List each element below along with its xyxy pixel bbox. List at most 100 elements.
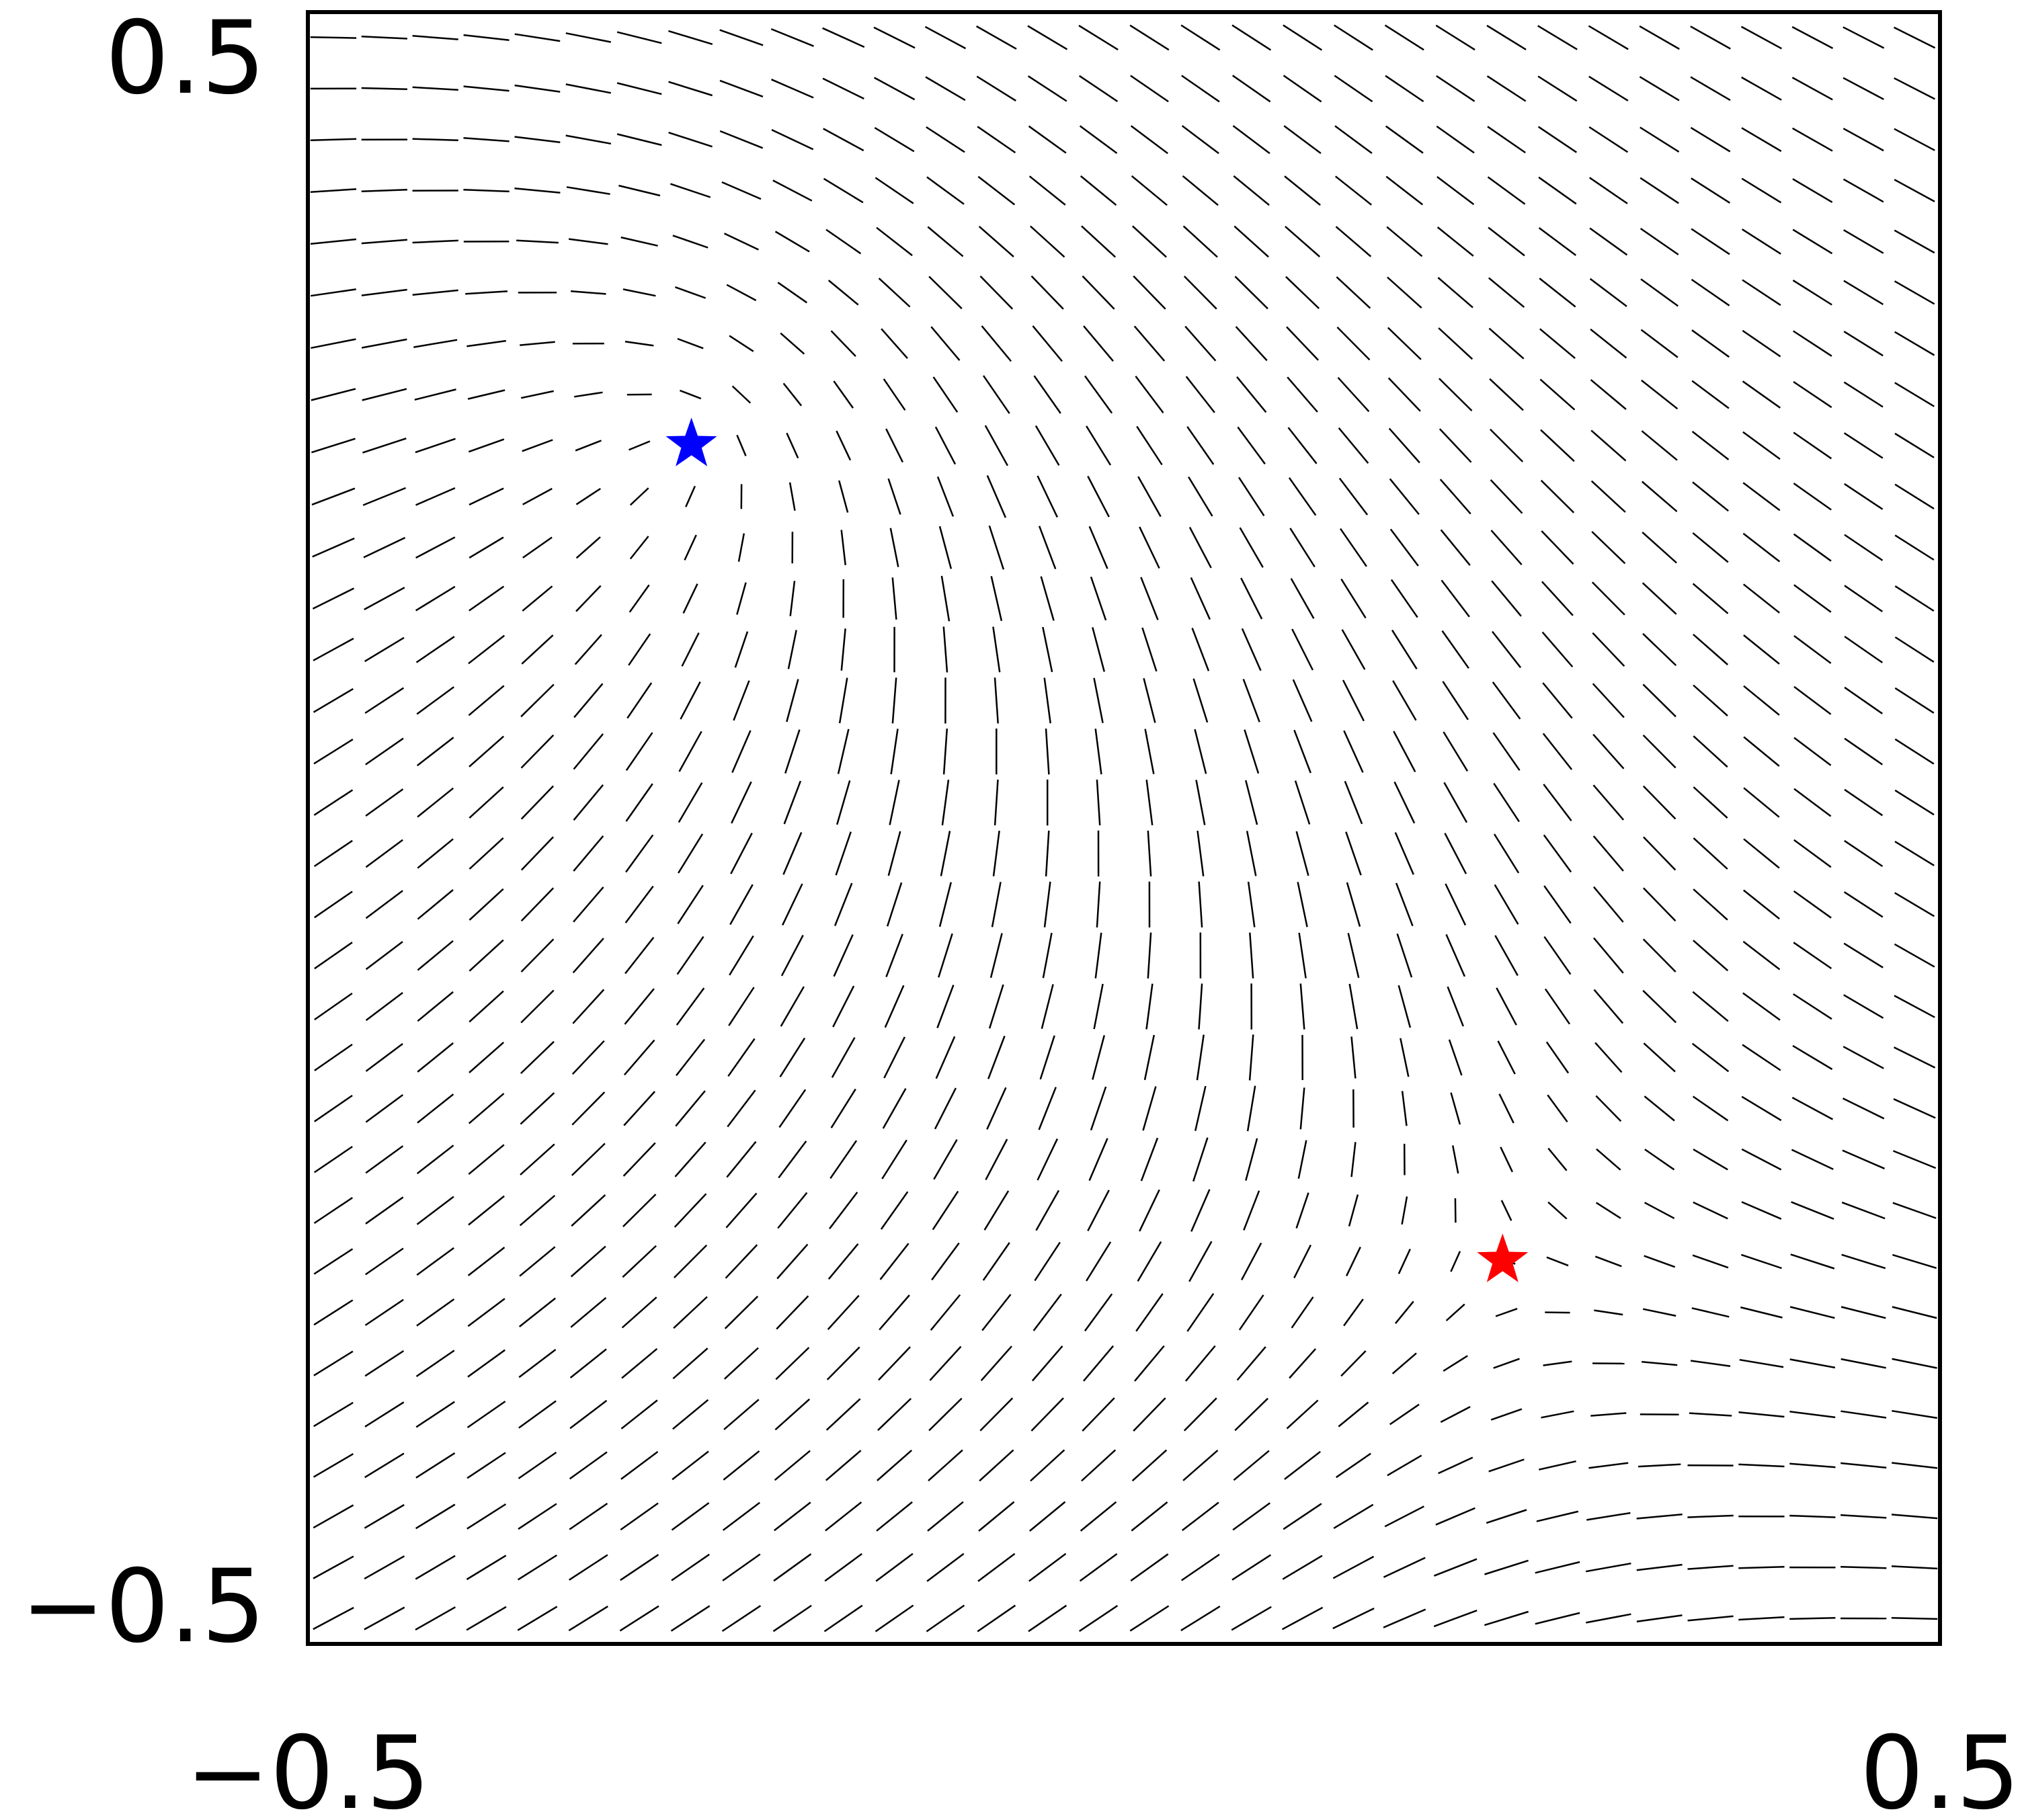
director-segment (1186, 426, 1215, 465)
director-segment (729, 935, 754, 976)
director-segment (1844, 788, 1884, 817)
director-segment (1387, 327, 1422, 360)
director-segment (672, 1450, 709, 1481)
director-segment (1500, 1147, 1514, 1173)
director-segment (1894, 738, 1935, 765)
y-tick-top: 0.5 (105, 0, 266, 117)
director-segment (468, 1093, 505, 1124)
director-segment (1588, 25, 1629, 50)
director-segment (1093, 983, 1104, 1030)
director-segment (415, 1401, 455, 1428)
director-segment (520, 341, 555, 346)
director-segment (829, 1192, 858, 1230)
director-segment (416, 686, 454, 715)
director-segment (1435, 24, 1475, 51)
director-segment (1236, 1346, 1266, 1381)
director-segment (1094, 729, 1102, 775)
director-segment (889, 528, 899, 567)
director-segment (1393, 731, 1416, 772)
director-segment (994, 677, 999, 724)
director-segment (1439, 428, 1472, 463)
director-segment (988, 525, 1005, 570)
director-segment (1844, 635, 1884, 663)
director-segment (1078, 24, 1119, 50)
director-segment (781, 883, 803, 926)
director-segment (1589, 227, 1628, 256)
director-segment (1439, 378, 1473, 411)
director-segment (977, 175, 1016, 206)
director-segment (827, 1294, 860, 1330)
director-segment (1488, 226, 1525, 257)
director-segment (1742, 329, 1781, 358)
director-segment (1844, 585, 1884, 612)
director-segment (1129, 1605, 1170, 1632)
director-segment (1338, 427, 1369, 464)
director-segment (573, 733, 604, 770)
director-segment (468, 1144, 505, 1175)
director-segment (782, 832, 803, 875)
director-segment (677, 337, 704, 349)
director-segment (313, 1453, 354, 1478)
x-tick-left: −0.5 (186, 1715, 430, 1820)
director-segment (1894, 382, 1935, 407)
director-segment (1137, 1241, 1162, 1282)
director-segment (1639, 76, 1680, 101)
director-segment (1131, 225, 1167, 258)
director-segment (1248, 1034, 1254, 1081)
director-segment (1439, 479, 1471, 515)
director-segment (1793, 686, 1832, 715)
director-segment (1592, 937, 1624, 974)
director-segment (1033, 1293, 1062, 1331)
source-markers (665, 417, 1529, 1282)
director-segment (361, 87, 407, 90)
director-segment (1437, 176, 1475, 206)
director-segment (469, 786, 504, 819)
director-segment (674, 1141, 706, 1177)
director-segment (840, 530, 846, 565)
director-segment (313, 1504, 354, 1529)
director-segment (840, 628, 846, 671)
director-segment (1030, 225, 1065, 258)
director-segment (313, 1606, 354, 1630)
director-segment (1335, 226, 1372, 257)
director-segment (727, 1038, 756, 1077)
director-segment (1691, 228, 1730, 255)
director-segment (519, 1246, 556, 1277)
director-segment (1691, 1307, 1730, 1318)
director-segment (1181, 75, 1220, 103)
director-segment (469, 990, 504, 1023)
director-segment (467, 1247, 506, 1276)
director-segment (1793, 533, 1832, 562)
director-segment (519, 1194, 556, 1227)
red-star-marker (1477, 1233, 1529, 1282)
director-segment (1640, 126, 1680, 153)
director-segment (1180, 1606, 1221, 1632)
director-segment (1591, 531, 1626, 565)
director-segment (1285, 276, 1320, 309)
director-segment (940, 831, 951, 876)
director-segment (1844, 737, 1884, 766)
director-segment (737, 533, 745, 562)
director-segment (622, 1245, 657, 1278)
director-segment (836, 430, 852, 461)
director-segment (1791, 127, 1833, 152)
director-segment (1643, 1042, 1676, 1073)
director-segment (1793, 942, 1832, 970)
director-segment (1190, 577, 1211, 620)
director-segment (573, 784, 604, 821)
director-segment (1893, 1046, 1936, 1069)
director-segment (1182, 225, 1218, 258)
director-segment (362, 487, 406, 506)
director-segment (1894, 179, 1935, 202)
director-segment (313, 1299, 354, 1326)
director-segment (1596, 1148, 1621, 1171)
director-segment (1037, 475, 1059, 518)
director-segment (1793, 788, 1832, 817)
director-segment (927, 226, 964, 257)
director-segment (835, 831, 852, 876)
director-segment (770, 28, 814, 47)
director-segment (622, 288, 656, 297)
director-segment (1498, 1093, 1514, 1124)
director-segment (822, 27, 865, 48)
director-segment (622, 1142, 656, 1177)
